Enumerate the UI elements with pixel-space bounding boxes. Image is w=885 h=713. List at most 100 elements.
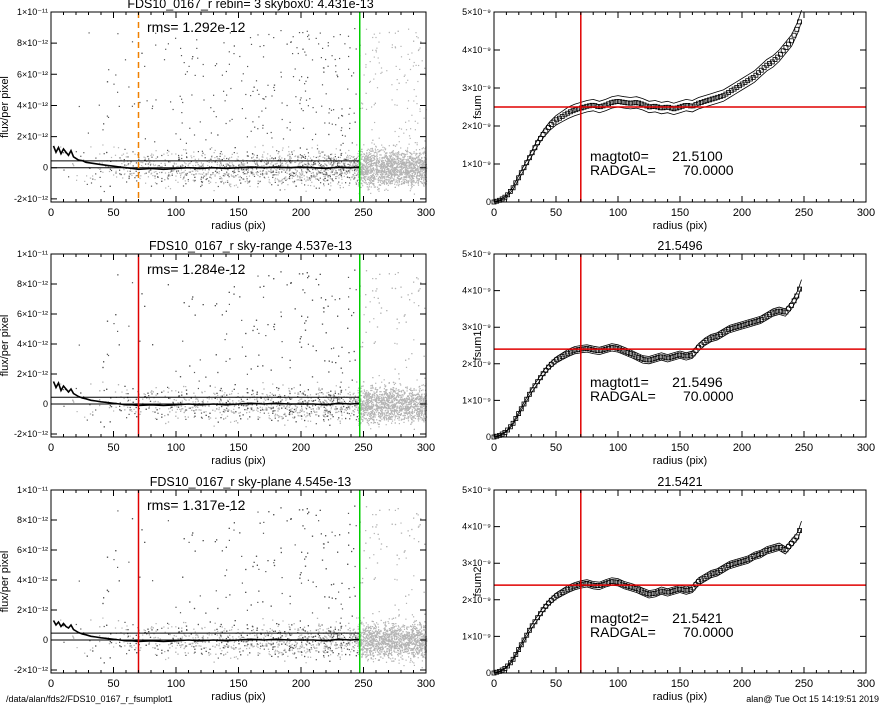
fsum-point xyxy=(607,102,611,106)
scatter-point xyxy=(410,190,411,191)
scatter-point xyxy=(409,161,410,162)
scatter-point xyxy=(307,77,308,78)
scatter-point xyxy=(392,174,393,175)
scatter-point xyxy=(370,61,371,62)
scatter-point xyxy=(301,183,302,184)
scatter-point xyxy=(391,84,392,85)
scatter-point xyxy=(257,411,258,412)
scatter-point xyxy=(165,49,166,50)
scatter-point xyxy=(296,47,297,48)
scatter-point xyxy=(379,157,380,158)
scatter-point xyxy=(333,163,334,164)
scatter-point xyxy=(418,180,419,181)
scatter-point xyxy=(273,165,274,166)
scatter-point xyxy=(333,348,334,349)
scatter-point xyxy=(204,154,205,155)
scatter-point xyxy=(278,165,279,166)
scatter-point xyxy=(211,155,212,156)
scatter-point xyxy=(305,55,306,56)
scatter-point xyxy=(424,140,425,141)
scatter-point xyxy=(414,89,415,90)
scatter-point xyxy=(293,36,294,37)
scatter-point xyxy=(398,185,399,186)
scatter-point xyxy=(256,80,257,81)
scatter-point xyxy=(386,70,387,71)
scatter-point xyxy=(392,178,393,179)
scatter-point xyxy=(258,183,259,184)
scatter-point xyxy=(144,157,145,158)
scatter-point xyxy=(308,105,309,106)
scatter-point xyxy=(416,182,417,183)
scatter-point xyxy=(373,169,374,170)
scatter-point xyxy=(134,103,135,104)
scatter-point xyxy=(337,172,338,173)
scatter-point xyxy=(407,172,408,173)
scatter-point xyxy=(336,159,337,160)
x-tick-label: 0 xyxy=(491,207,497,219)
scatter-point xyxy=(180,139,181,140)
scatter-point xyxy=(110,169,111,170)
scatter-point xyxy=(392,163,393,164)
scatter-point xyxy=(278,151,279,152)
scatter-point xyxy=(406,162,407,163)
scatter-point xyxy=(139,102,140,103)
scatter-point xyxy=(229,176,230,177)
scatter-point xyxy=(366,109,367,110)
scatter-point xyxy=(316,188,317,189)
scatter-point xyxy=(185,170,186,171)
scatter-point xyxy=(130,171,131,172)
scatter-point xyxy=(126,165,127,166)
scatter-point xyxy=(165,165,166,166)
scatter-point xyxy=(413,178,414,179)
scatter-point xyxy=(369,150,370,151)
scatter-point xyxy=(329,108,330,109)
scatter-point xyxy=(364,314,365,315)
scatter-point xyxy=(115,74,116,75)
scatter-point xyxy=(269,179,270,180)
scatter-point xyxy=(289,178,290,179)
scatter-point xyxy=(401,183,402,184)
scatter-point xyxy=(148,176,149,177)
scatter-point xyxy=(284,395,285,396)
scatter-point xyxy=(217,158,218,159)
scatter-point xyxy=(170,101,171,102)
scatter-point xyxy=(180,175,181,176)
scatter-point xyxy=(383,165,384,166)
scatter-point xyxy=(410,69,411,70)
scatter-point xyxy=(169,175,170,176)
scatter-point xyxy=(180,166,181,167)
scatter-point xyxy=(320,153,321,154)
scatter-point xyxy=(256,168,257,169)
scatter-point xyxy=(400,46,401,47)
scatter-point xyxy=(411,162,412,163)
scatter-point xyxy=(392,170,393,171)
scatter-point xyxy=(286,170,287,171)
scatter-point xyxy=(357,164,358,165)
scatter-point xyxy=(405,172,406,173)
scatter-point xyxy=(209,162,210,163)
scatter-point xyxy=(376,48,377,49)
scatter-point xyxy=(95,158,96,159)
scatter-point xyxy=(68,176,69,177)
scatter-point xyxy=(262,125,263,126)
scatter-point xyxy=(236,185,237,186)
scatter-point xyxy=(196,39,197,40)
scatter-point xyxy=(287,164,288,165)
scatter-point xyxy=(217,134,218,135)
scatter-point xyxy=(349,161,350,162)
scatter-point xyxy=(230,184,231,185)
scatter-point xyxy=(290,42,291,43)
scatter-point xyxy=(242,159,243,160)
scatter-point xyxy=(195,170,196,171)
scatter-point xyxy=(206,179,207,180)
scatter-point xyxy=(119,170,120,171)
scatter-point xyxy=(365,173,366,174)
scatter-point xyxy=(185,74,186,75)
scatter-point xyxy=(247,151,248,152)
scatter-point xyxy=(311,173,312,174)
scatter-point xyxy=(369,173,370,174)
scatter-point xyxy=(132,282,133,283)
scatter-point xyxy=(302,173,303,174)
scatter-point xyxy=(266,158,267,159)
